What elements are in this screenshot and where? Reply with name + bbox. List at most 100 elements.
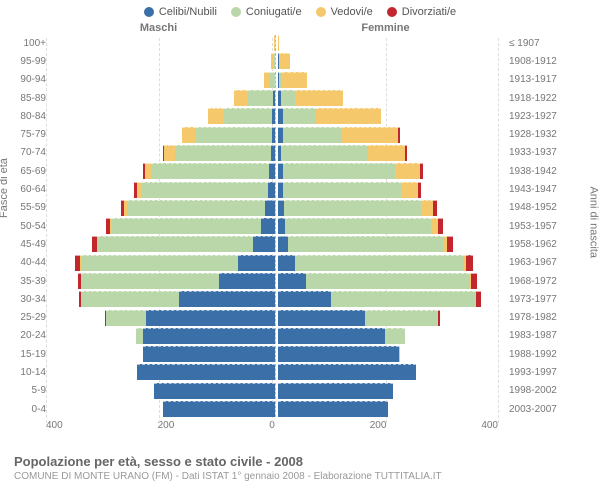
age-label: 40-44 (0, 257, 50, 268)
bar-male (50, 127, 276, 143)
x-axis: 4002000200400 (0, 418, 600, 431)
birth-year-label: 1948-1952 (503, 202, 589, 213)
bar-segment (278, 328, 385, 344)
age-label: 20-24 (0, 330, 50, 341)
pyramid-row: 40-441963-1967 (0, 254, 600, 272)
bar-male (50, 53, 276, 69)
bar-female (278, 145, 503, 161)
bar-segment (234, 90, 248, 106)
pyramid-row: 10-141993-1997 (0, 363, 600, 381)
pyramid-row: 65-691938-1942 (0, 162, 600, 180)
bar-segment (151, 163, 269, 179)
bar-segment (284, 200, 422, 216)
bar-male (50, 236, 276, 252)
bar-segment (143, 346, 275, 362)
bar-segment (248, 90, 273, 106)
bar-male (50, 383, 276, 399)
bar-segment (285, 218, 431, 234)
bar-segment (438, 310, 440, 326)
bar-segment (466, 255, 473, 271)
bar-segment (282, 72, 307, 88)
legend-label: Divorziati/e (402, 6, 456, 18)
pyramid-row: 15-191988-1992 (0, 345, 600, 363)
bar-segment (112, 218, 261, 234)
legend-label: Celibi/Nubili (159, 6, 217, 18)
header-male: Maschi (46, 22, 271, 34)
bar-segment (278, 236, 288, 252)
bar-male (50, 35, 276, 51)
birth-year-label: 1983-1987 (503, 330, 589, 341)
bar-segment (438, 218, 444, 234)
pyramid-row: 100+≤ 1907 (0, 34, 600, 52)
age-label: 0-4 (0, 404, 50, 415)
bar-segment (281, 145, 368, 161)
legend-swatch (231, 7, 241, 17)
bar-female (278, 328, 503, 344)
bar-segment (278, 383, 393, 399)
bar-segment (316, 108, 381, 124)
bar-segment (278, 255, 295, 271)
bar-segment (269, 163, 275, 179)
pyramid-row: 25-291978-1982 (0, 308, 600, 326)
legend: Celibi/NubiliConiugati/eVedovi/eDivorzia… (0, 0, 600, 18)
bar-segment (306, 273, 469, 289)
bar-male (50, 310, 276, 326)
bar-segment (421, 200, 432, 216)
age-label: 45-49 (0, 239, 50, 250)
bar-segment (401, 182, 418, 198)
bar-male (50, 108, 276, 124)
bar-male (50, 163, 276, 179)
bar-female (278, 383, 503, 399)
bar-male (50, 72, 276, 88)
legend-swatch (144, 7, 154, 17)
bar-segment (278, 401, 388, 417)
pyramid-row: 45-491958-1962 (0, 235, 600, 253)
bar-female (278, 236, 503, 252)
bar-segment (278, 273, 306, 289)
pyramid-row: 5-91998-2002 (0, 382, 600, 400)
bar-segment (385, 328, 405, 344)
birth-year-label: 1993-1997 (503, 367, 589, 378)
bar-female (278, 364, 503, 380)
bar-segment (98, 236, 253, 252)
header-female: Femmine (273, 22, 498, 34)
birth-year-label: 1973-1977 (503, 294, 589, 305)
age-label: 50-54 (0, 221, 50, 232)
bar-male (50, 90, 276, 106)
bar-segment (146, 310, 275, 326)
bar-segment (342, 127, 398, 143)
age-label: 75-79 (0, 129, 50, 140)
bar-female (278, 200, 503, 216)
age-label: 100+ (0, 38, 50, 49)
age-label: 70-74 (0, 147, 50, 158)
bar-segment (137, 364, 275, 380)
bar-segment (433, 200, 438, 216)
bar-segment (143, 328, 275, 344)
bar-segment (81, 255, 239, 271)
bar-segment (261, 218, 275, 234)
chart-title: Popolazione per età, sesso e stato civil… (14, 454, 590, 469)
bar-male (50, 346, 276, 362)
bar-male (50, 291, 276, 307)
bar-female (278, 163, 503, 179)
chart-subtitle: COMUNE DI MONTE URANO (FM) - Dati ISTAT … (14, 469, 590, 482)
legend-label: Coniugati/e (246, 6, 302, 18)
bar-male (50, 328, 276, 344)
bar-female (278, 310, 503, 326)
bar-segment (273, 90, 275, 106)
x-tick: 400 (46, 420, 63, 431)
bar-segment (278, 310, 365, 326)
bar-segment (399, 346, 400, 362)
pyramid-row: 80-841923-1927 (0, 107, 600, 125)
bar-female (278, 218, 503, 234)
birth-year-label: 1928-1932 (503, 129, 589, 140)
bar-female (278, 401, 503, 417)
pyramid-row: 20-24 1983-1987 (0, 327, 600, 345)
pyramid-row: 35-391968-1972 (0, 272, 600, 290)
bar-segment (278, 346, 399, 362)
bar-female (278, 90, 503, 106)
bar-female (278, 346, 503, 362)
pyramid-row: 75-79 1928-1932 (0, 125, 600, 143)
bar-segment (418, 182, 421, 198)
bar-segment (145, 163, 152, 179)
